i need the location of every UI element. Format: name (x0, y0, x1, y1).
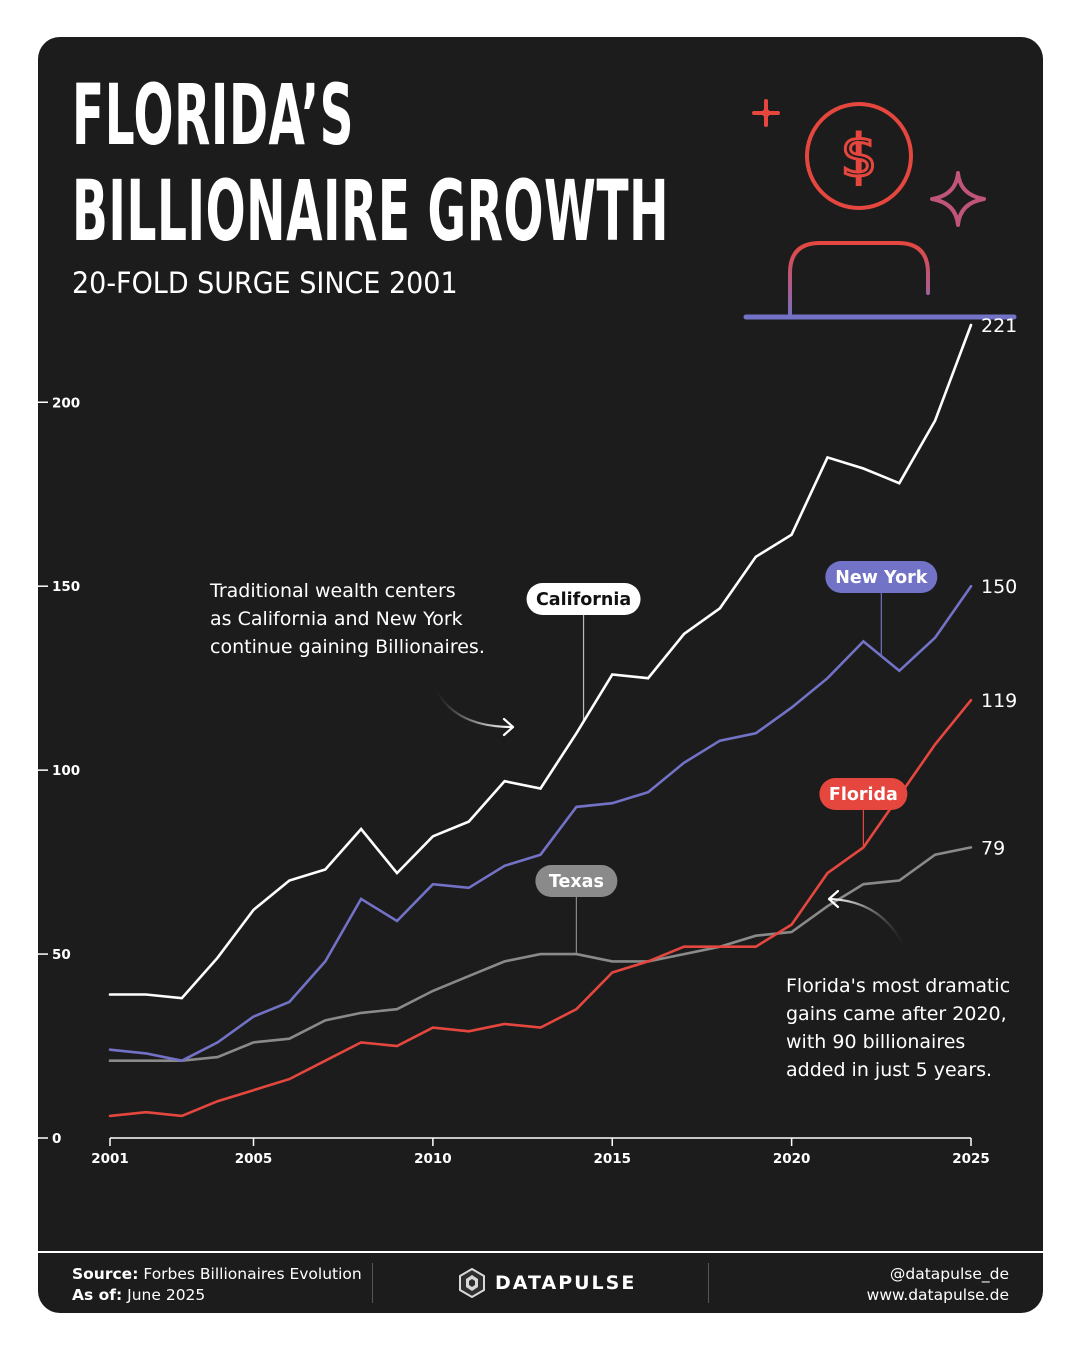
y-tick-label: 200 (52, 395, 80, 411)
annotation-florida: Florida's most dramatic gains came after… (786, 975, 1010, 1081)
series-pill (535, 865, 618, 897)
social-handle: @datapulse_de (889, 1265, 1009, 1283)
website: www.datapulse.de (866, 1286, 1009, 1304)
series-end-labels: 221 150 119 79 (981, 315, 1017, 859)
page-subtitle: 20-FOLD SURGE SINCE 2001 (72, 266, 458, 300)
infographic-card: FLORIDA’S BILLIONAIRE GROWTH 20-FOLD SUR… (38, 37, 1043, 1313)
series-name-label: California (536, 590, 631, 610)
x-tick-label: 2025 (952, 1151, 990, 1167)
y-tick-label: 100 (52, 763, 80, 779)
sparkle-small-icon (752, 99, 780, 127)
x-tick-label: 2010 (414, 1151, 452, 1167)
series-line-california (108, 323, 973, 1000)
y-axis: 0 50 100 150 200 (38, 395, 80, 1147)
annotation-florida-line-4: added in just 5 years. (786, 1059, 992, 1081)
series-pill (526, 583, 641, 615)
end-value-label: 119 (981, 690, 1017, 712)
y-tick-label: 150 (52, 579, 80, 595)
series-line-texas (108, 846, 973, 1063)
series-lines (108, 323, 973, 1118)
end-value-label: 150 (981, 576, 1017, 598)
line-chart: 0 50 100 150 200 2001 2005 2010 2015 2020 2025 22… (38, 315, 1017, 1167)
annotation-arrow-traditional (432, 684, 515, 737)
annotation-florida-line-2: gains came after 2020, (786, 1003, 1007, 1025)
end-value-label: 221 (981, 315, 1017, 337)
series-name-label: New York (835, 568, 927, 588)
brand-name: DATAPULSE (495, 1272, 637, 1294)
title-line-2: BILLIONAIRE GROWTH (72, 162, 670, 260)
annotation-traditional: Traditional wealth centers as California… (209, 580, 485, 658)
series-line-new-york (108, 584, 973, 1063)
source-value: Forbes Billionaires Evolution (143, 1265, 362, 1283)
billionaire-person-dollar-icon: $ (743, 99, 1017, 320)
series-name-label: Texas (549, 872, 604, 892)
sparkle-large-icon (930, 171, 986, 227)
x-tick-label: 2005 (235, 1151, 273, 1167)
series-pill (819, 778, 908, 810)
brand: DATAPULSE (458, 1268, 636, 1298)
annotation-florida-line-3: with 90 billionaires (786, 1031, 965, 1053)
title-line-1: FLORIDA’S (72, 66, 355, 164)
annotation-traditional-line-3: continue gaining Billionaires. (210, 636, 485, 658)
asof-value: June 2025 (127, 1286, 206, 1304)
x-tick-label: 2015 (593, 1151, 631, 1167)
label-leader-lines (575, 593, 882, 955)
footer-divider (38, 1251, 1043, 1253)
end-value-label: 79 (981, 837, 1005, 859)
x-tick-label: 2001 (91, 1151, 129, 1167)
footer: Source: Forbes Billionaires Evolution As… (38, 1253, 1043, 1313)
annotation-traditional-line-1: Traditional wealth centers (209, 580, 456, 602)
annotation-traditional-line-2: as California and New York (210, 608, 463, 630)
source-info: Source: Forbes Billionaires Evolution As… (72, 1264, 362, 1306)
y-tick-label: 50 (52, 947, 71, 963)
series-pill (825, 561, 938, 593)
footer-separator (372, 1263, 373, 1303)
social-info: @datapulse_de www.datapulse.de (867, 1264, 1009, 1306)
x-tick-label: 2020 (773, 1151, 811, 1167)
person-body-icon (788, 241, 930, 319)
series-name-label: Florida (829, 785, 898, 805)
annotation-arrow-florida (827, 889, 908, 952)
dollar-sign-icon: $ (841, 122, 878, 190)
asof-label: As of: (72, 1286, 123, 1304)
y-tick-label: 0 (52, 1131, 61, 1147)
series-name-labels: California New York Florida Texas (526, 561, 938, 897)
footer-separator (708, 1263, 709, 1303)
source-label: Source: (72, 1265, 139, 1283)
datapulse-hexagon-logo-icon (459, 1268, 485, 1298)
x-axis: 2001 2005 2010 2015 2020 2025 (91, 1137, 990, 1167)
annotation-florida-line-1: Florida's most dramatic (786, 975, 1010, 997)
series-line-florida (108, 698, 973, 1118)
coin-head-icon (805, 102, 913, 210)
page-title: FLORIDA’S BILLIONAIRE GROWTH (72, 67, 669, 259)
